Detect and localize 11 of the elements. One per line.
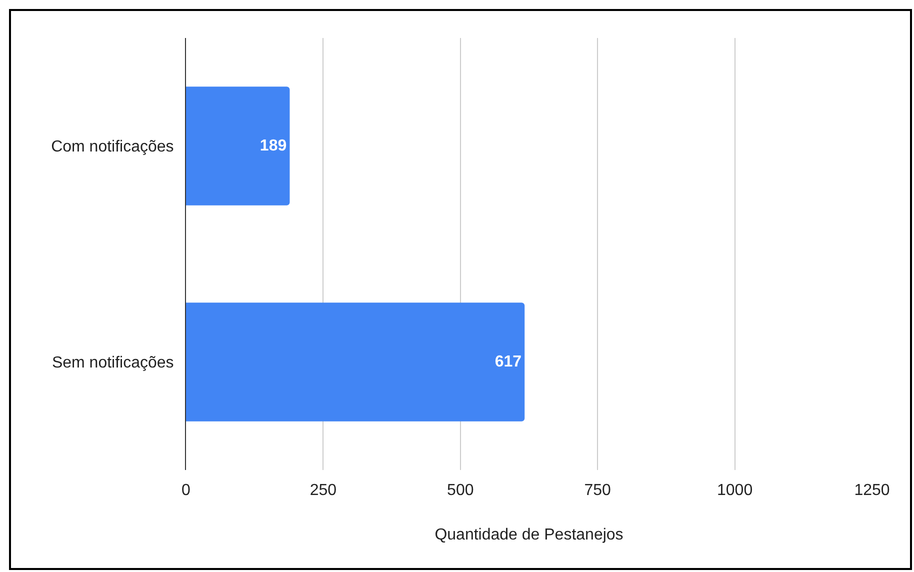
- data-label: 617: [494, 354, 522, 370]
- x-tick-label: 500: [447, 482, 474, 499]
- x-axis-title: Quantidade de Pestanejos: [434, 526, 624, 544]
- x-tick-label: 0: [182, 482, 191, 499]
- y-tick-label: Sem notificações: [52, 354, 174, 372]
- y-tick-label: Com notificações: [51, 138, 174, 156]
- x-tick-label: 250: [310, 482, 337, 499]
- data-label: 189: [260, 138, 287, 154]
- x-tick-label: 1250: [854, 482, 890, 499]
- x-tick-label: 750: [584, 482, 612, 499]
- x-tick-label: 1000: [717, 482, 753, 499]
